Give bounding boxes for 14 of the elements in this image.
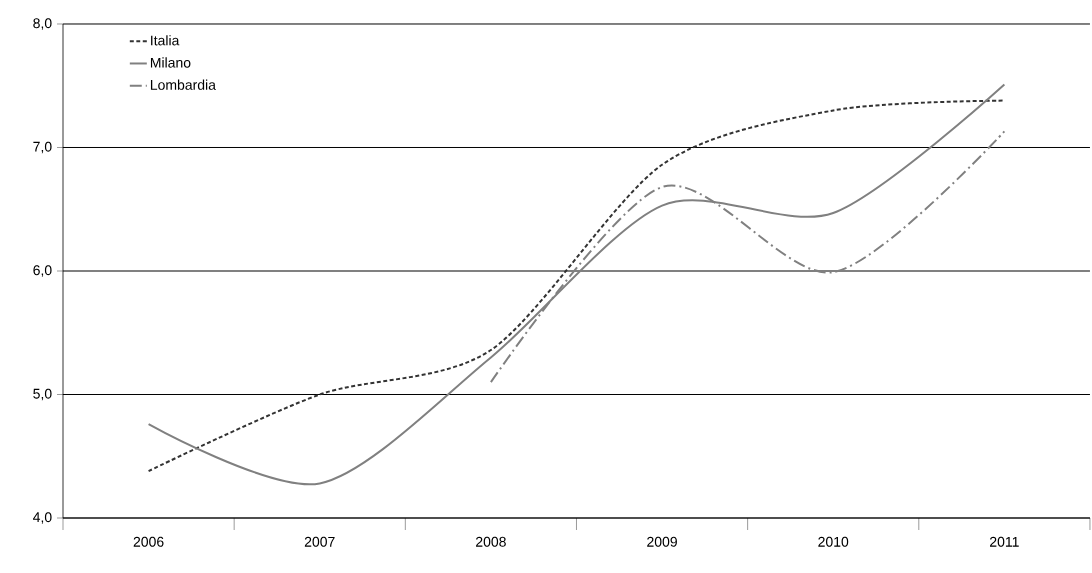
y-tick-label: 8,0 xyxy=(33,18,52,30)
y-tick-label: 4,0 xyxy=(33,512,52,524)
x-tick-label: 2007 xyxy=(304,536,335,547)
x-tick-label: 2009 xyxy=(647,536,677,547)
x-tick-label: 2010 xyxy=(818,536,849,547)
legend-label: Italia xyxy=(151,35,180,46)
y-tick-label: 6,0 xyxy=(33,265,52,277)
y-tick-label: 5,0 xyxy=(33,388,52,401)
x-tick-label: 2006 xyxy=(133,536,164,547)
x-tick-label: 2008 xyxy=(476,536,506,547)
x-tick-label: 2011 xyxy=(990,536,1019,547)
legend-label: Lombardia xyxy=(150,79,216,90)
legend-label: Milano xyxy=(150,57,191,68)
y-tick-label: 7,0 xyxy=(33,141,52,154)
